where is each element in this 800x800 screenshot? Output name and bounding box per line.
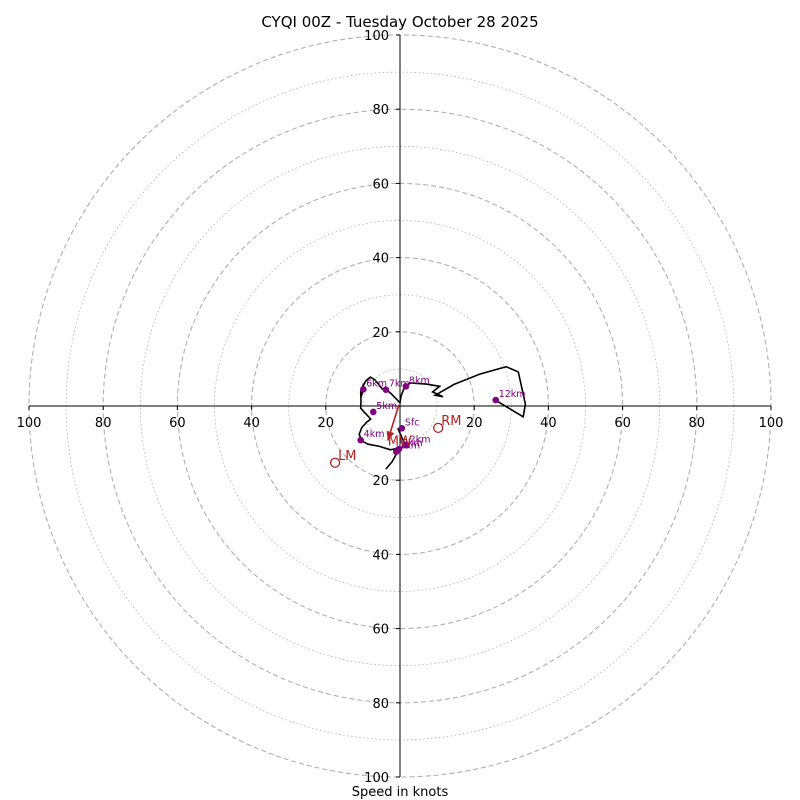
y-tick-label: 80 bbox=[372, 697, 389, 712]
height-marker-label: 7km bbox=[389, 379, 410, 390]
y-tick-label: 80 bbox=[372, 103, 389, 118]
y-tick-label: 100 bbox=[364, 771, 389, 786]
chart-title: CYQI 00Z - Tuesday October 28 2025 bbox=[261, 13, 538, 31]
wind-profile bbox=[358, 365, 527, 470]
height-marker-point bbox=[369, 408, 377, 416]
y-tick-label: 60 bbox=[372, 623, 389, 638]
axes bbox=[29, 35, 771, 777]
height-marker-label: 3km bbox=[402, 438, 423, 449]
right-mover-label: RM bbox=[441, 414, 461, 429]
y-tick-label: 20 bbox=[372, 474, 389, 489]
height-marker-label: 4km bbox=[364, 429, 385, 440]
x-tick-label: 100 bbox=[17, 416, 42, 431]
x-tick-label: 100 bbox=[759, 416, 784, 431]
height-marker-point bbox=[402, 383, 410, 390]
height-marker-label: 6km bbox=[366, 378, 387, 389]
height-marker-point bbox=[357, 436, 364, 444]
height-markers: Sfc1km2km3km4km5km6km7km8km12km bbox=[357, 375, 526, 455]
x-tick-label: 60 bbox=[614, 416, 631, 431]
height-marker-point bbox=[359, 386, 367, 393]
x-tick-label: 80 bbox=[689, 416, 706, 431]
storm-motion: MW RM LM bbox=[329, 404, 461, 468]
y-tick-label: 100 bbox=[364, 29, 389, 44]
left-mover-label: LM bbox=[338, 449, 356, 464]
height-marker-label: 12km bbox=[499, 389, 526, 400]
wind-profile-line bbox=[358, 365, 527, 451]
height-marker-point bbox=[398, 424, 406, 432]
right-mover-marker bbox=[433, 422, 444, 434]
height-marker-point bbox=[492, 396, 500, 404]
height-marker-point bbox=[403, 442, 410, 449]
x-tick-label: 80 bbox=[95, 416, 112, 431]
height-marker-label: Sfc bbox=[405, 417, 420, 428]
wind-profile-tail bbox=[385, 452, 398, 470]
y-tick-label: 20 bbox=[372, 326, 389, 341]
mean-wind-label: MW bbox=[388, 435, 412, 450]
height-marker-label: 5km bbox=[376, 401, 397, 412]
x-tick-label: 40 bbox=[540, 416, 557, 431]
x-tick-label: 20 bbox=[466, 416, 483, 431]
x-tick-label: 60 bbox=[169, 416, 186, 431]
y-tick-label: 40 bbox=[372, 548, 389, 563]
x-tick-label: 20 bbox=[318, 416, 335, 431]
height-marker-point bbox=[382, 386, 390, 393]
x-axis-label: Speed in knots bbox=[352, 785, 449, 800]
left-mover-marker bbox=[329, 457, 341, 468]
height-marker-label: 8km bbox=[409, 375, 430, 386]
mean-wind-arrowhead bbox=[386, 430, 395, 441]
y-tick-label: 60 bbox=[372, 177, 389, 192]
y-tick-label: 40 bbox=[372, 252, 389, 267]
x-tick-label: 40 bbox=[243, 416, 260, 431]
height-marker-point bbox=[395, 445, 403, 453]
height-marker-label: 2km bbox=[410, 434, 431, 445]
tick-labels: 100 80 60 40 20 20 40 60 80 100 100 80 60 40 20 20 40 60 8… bbox=[17, 29, 784, 786]
